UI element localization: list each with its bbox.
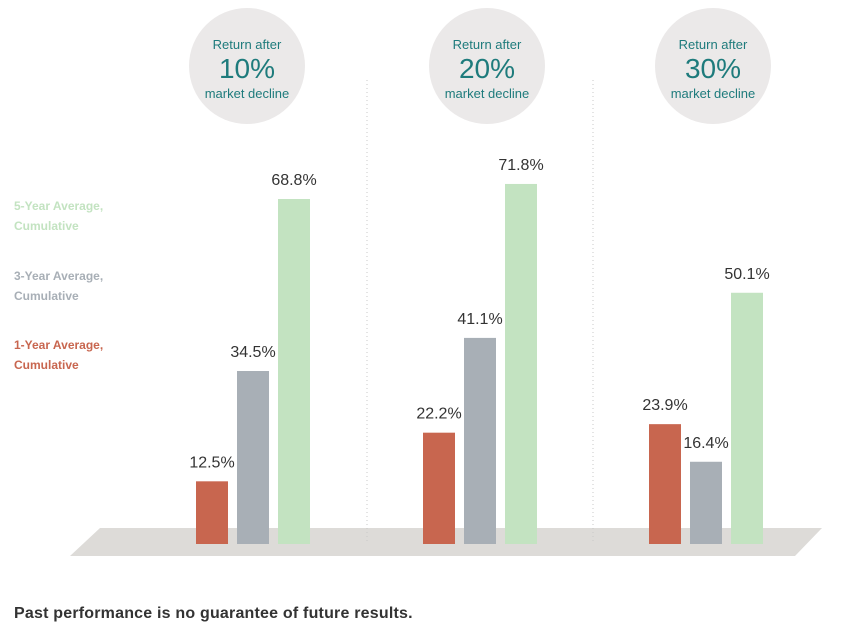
group-header-value: 20% — [459, 53, 515, 84]
bar — [464, 337, 496, 544]
group-header-value: 30% — [685, 53, 741, 84]
bar-data-label: 23.9% — [642, 397, 687, 414]
legend-label-line2: Cumulative — [14, 358, 79, 372]
legend-item-1-year: 1-Year Average, Cumulative — [14, 335, 103, 375]
legend-item-3-year: 3-Year Average, Cumulative — [14, 266, 103, 306]
bar — [731, 292, 763, 544]
group-header-line3: market decline — [445, 86, 530, 101]
bar — [423, 432, 455, 544]
bar-data-label: 34.5% — [230, 344, 275, 361]
legend-item-5-year: 5-Year Average, Cumulative — [14, 196, 103, 236]
bar — [649, 424, 681, 544]
bar-data-label: 12.5% — [189, 454, 234, 471]
bar-data-label: 41.1% — [457, 311, 502, 328]
bar — [690, 461, 722, 544]
bar — [237, 370, 269, 544]
bar-data-label: 50.1% — [724, 266, 769, 283]
bar-data-label: 22.2% — [416, 406, 461, 423]
group-header-circle — [429, 8, 545, 124]
group-header-circle — [655, 8, 771, 124]
bar-data-label: 71.8% — [498, 157, 543, 174]
legend-label-line1: 1-Year Average, — [14, 338, 104, 352]
group-header-line3: market decline — [671, 86, 756, 101]
group-header-line1: Return after — [453, 37, 522, 52]
bar-data-label: 68.8% — [271, 172, 316, 189]
bar — [505, 183, 537, 544]
bar-data-label: 16.4% — [683, 435, 728, 452]
bar — [196, 481, 228, 544]
group-header-value: 10% — [219, 53, 275, 84]
legend-label-line1: 3-Year Average, — [14, 269, 104, 283]
group-header-line3: market decline — [205, 86, 290, 101]
group-header-line1: Return after — [213, 37, 282, 52]
group-header-line1: Return after — [679, 37, 748, 52]
bar — [278, 199, 310, 544]
footnote: Past performance is no guarantee of futu… — [14, 605, 413, 622]
legend-label-line2: Cumulative — [14, 219, 79, 233]
legend-label-line1: 5-Year Average, — [14, 199, 104, 213]
legend-label-line2: Cumulative — [14, 289, 79, 303]
group-header-circle — [189, 8, 305, 124]
